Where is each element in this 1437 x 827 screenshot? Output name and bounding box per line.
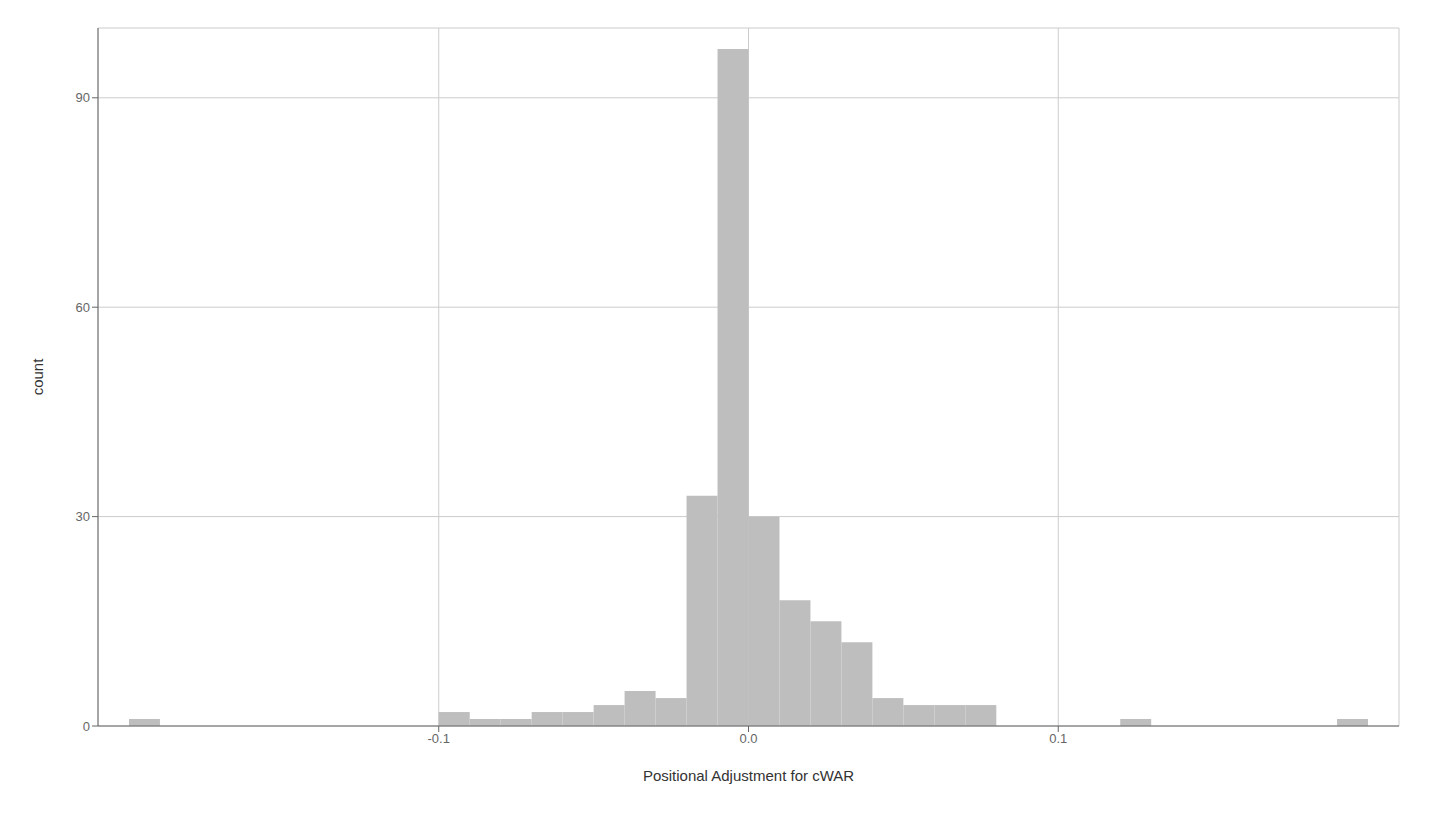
svg-text:0: 0 <box>83 719 90 734</box>
svg-text:30: 30 <box>76 509 90 524</box>
svg-text:90: 90 <box>76 90 90 105</box>
svg-text:60: 60 <box>76 300 90 315</box>
svg-text:0.1: 0.1 <box>1049 731 1067 746</box>
svg-text:count: count <box>29 358 46 396</box>
svg-text:-0.1: -0.1 <box>428 731 450 746</box>
svg-text:Positional Adjustment for cWAR: Positional Adjustment for cWAR <box>643 767 854 784</box>
svg-text:0.0: 0.0 <box>739 731 757 746</box>
